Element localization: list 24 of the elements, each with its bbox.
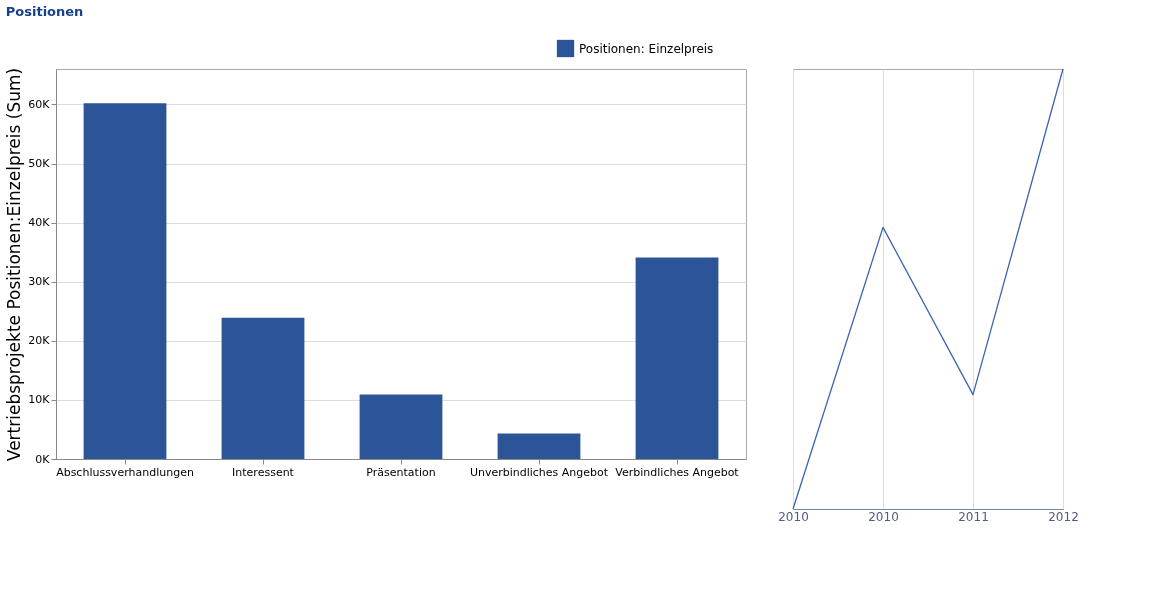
bar	[635, 257, 719, 459]
x-tick-label: 2010	[868, 509, 899, 524]
chart-title: Positionen	[5, 4, 84, 19]
y-tick-label: 20K	[28, 334, 51, 348]
x-tick-label: 2010	[778, 509, 809, 524]
bar	[497, 433, 581, 459]
y-tick-label: 40K	[28, 216, 51, 230]
y-tick-label: 50K	[28, 157, 51, 171]
x-tick-label: 2011	[958, 509, 989, 524]
y-axis-title: Vertriebsprojekte Positionen:Einzelpreis (Sum)	[4, 67, 25, 462]
bar	[221, 317, 305, 459]
x-tick-label: 2012	[1048, 509, 1079, 524]
x-tick-label: Abschlussverhandlungen	[56, 465, 194, 479]
legend-label: Positionen: Einzelpreis	[579, 41, 714, 56]
y-tick-label: 10K	[28, 393, 51, 407]
y-tick-label: 30K	[28, 275, 51, 289]
x-tick-label: Präsentation	[366, 465, 436, 479]
x-tick-label: Interessent	[232, 465, 295, 479]
bar	[83, 103, 167, 459]
bar	[359, 394, 443, 459]
x-tick-label: Verbindliches Angebot	[615, 465, 740, 479]
y-tick-label: 0K	[35, 452, 51, 466]
x-tick-label: Unverbindliches Angebot	[469, 465, 609, 479]
y-tick-label: 60K	[28, 97, 51, 111]
